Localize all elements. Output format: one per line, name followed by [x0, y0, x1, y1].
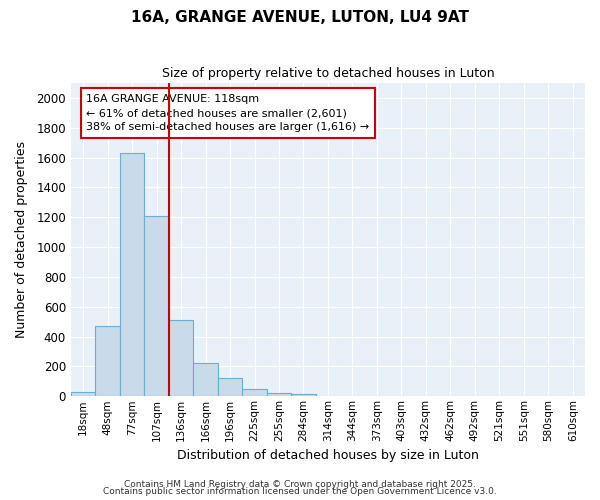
- Bar: [145, 216, 169, 396]
- Bar: [242, 389, 267, 396]
- Bar: [218, 378, 242, 396]
- X-axis label: Distribution of detached houses by size in Luton: Distribution of detached houses by size …: [177, 450, 479, 462]
- Bar: [267, 392, 291, 396]
- Y-axis label: Number of detached properties: Number of detached properties: [15, 141, 28, 338]
- Bar: [169, 320, 193, 396]
- Bar: [95, 326, 120, 396]
- Text: 16A, GRANGE AVENUE, LUTON, LU4 9AT: 16A, GRANGE AVENUE, LUTON, LU4 9AT: [131, 10, 469, 25]
- Bar: [71, 392, 95, 396]
- Text: Contains HM Land Registry data © Crown copyright and database right 2025.: Contains HM Land Registry data © Crown c…: [124, 480, 476, 489]
- Title: Size of property relative to detached houses in Luton: Size of property relative to detached ho…: [161, 68, 494, 80]
- Bar: [120, 153, 145, 396]
- Text: Contains public sector information licensed under the Open Government Licence v3: Contains public sector information licen…: [103, 487, 497, 496]
- Text: 16A GRANGE AVENUE: 118sqm
← 61% of detached houses are smaller (2,601)
38% of se: 16A GRANGE AVENUE: 118sqm ← 61% of detac…: [86, 94, 370, 132]
- Bar: [193, 364, 218, 396]
- Bar: [291, 394, 316, 396]
